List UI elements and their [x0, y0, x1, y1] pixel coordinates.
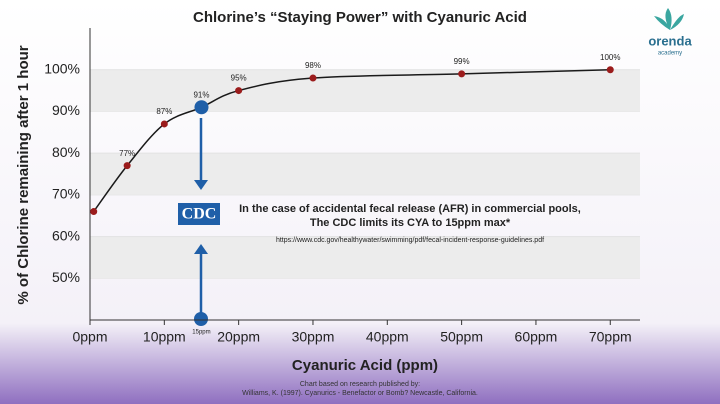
data-label: 100%	[600, 53, 620, 62]
y-tick-label: 90%	[52, 102, 80, 118]
x-tick-label: 50ppm	[440, 329, 483, 345]
x-tick-label: 60ppm	[515, 329, 558, 345]
data-label: 91%	[193, 90, 209, 99]
x-tick-label: 10ppm	[143, 329, 186, 345]
source: Williams, K. (1997). Cyanurics - Benefac…	[242, 390, 478, 397]
data-label: 95%	[231, 74, 247, 83]
data-point	[160, 120, 168, 128]
grid-band	[90, 236, 640, 279]
data-point	[123, 162, 131, 170]
data-label: 99%	[454, 57, 470, 66]
source: Chart based on research published by:	[300, 381, 420, 388]
arrow-head	[194, 244, 208, 254]
brand-icon	[654, 8, 684, 30]
y-tick-label: 100%	[44, 60, 80, 76]
data-point	[90, 208, 98, 216]
brand-sub: academy	[658, 51, 682, 57]
arrow-head	[194, 180, 208, 190]
y-tick-label: 60%	[52, 227, 80, 243]
data-point	[606, 66, 614, 74]
x-tick-label: 30ppm	[292, 329, 335, 345]
brand-name: orenda	[648, 33, 692, 48]
data-label: 87%	[156, 107, 172, 116]
y-tick-label: 50%	[52, 269, 80, 285]
grid-band	[90, 153, 640, 195]
data-label: 98%	[305, 61, 321, 70]
data-point	[309, 74, 317, 82]
arrow-dot	[194, 312, 208, 326]
annotation: The CDC limits its CYA to 15ppm max*	[310, 217, 511, 229]
y-tick-label: 80%	[52, 144, 80, 160]
chart-title: Chlorine’s “Staying Power” with Cyanuric…	[193, 9, 527, 26]
x-tick-label: 40ppm	[366, 329, 409, 345]
x-tick-label: 70ppm	[589, 329, 632, 345]
highlight-tick-label: 15ppm	[192, 330, 210, 336]
x-axis-label: Cyanuric Acid (ppm)	[292, 357, 438, 374]
x-tick-label: 20ppm	[217, 329, 260, 345]
annotation: In the case of accidental fecal release …	[239, 203, 581, 215]
grid-band	[90, 69, 640, 112]
data-label: 77%	[119, 149, 135, 158]
data-point	[194, 100, 209, 115]
cdc-logo	[178, 203, 220, 225]
y-axis-label: % of Chlorine remaining after 1 hour	[15, 45, 32, 304]
y-tick-label: 70%	[52, 186, 80, 202]
cdc-logo-text: CDC	[182, 206, 217, 223]
url: https://www.cdc.gov/healthywater/swimmin…	[276, 237, 544, 244]
data-point	[458, 70, 466, 78]
x-tick-label: 0ppm	[72, 329, 107, 345]
data-point	[235, 87, 243, 95]
